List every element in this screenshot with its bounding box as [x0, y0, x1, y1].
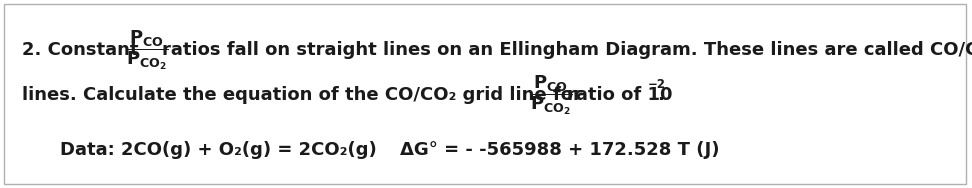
Text: Data: 2CO(g) + O₂(g) = 2CO₂(g): Data: 2CO(g) + O₂(g) = 2CO₂(g)	[60, 141, 377, 159]
Text: $\mathbf{\dfrac{P_{CO}}{P_{CO_2}}}$: $\mathbf{\dfrac{P_{CO}}{P_{CO_2}}}$	[530, 73, 573, 117]
Text: 2. Constant: 2. Constant	[22, 41, 138, 59]
Text: −2: −2	[648, 79, 666, 92]
Text: ratio of 10: ratio of 10	[567, 86, 673, 104]
Text: ratios fall on straight lines on an Ellingham Diagram. These lines are called CO: ratios fall on straight lines on an Elli…	[162, 41, 972, 59]
Text: ΔG° = - -565988 + 172.528 T (J): ΔG° = - -565988 + 172.528 T (J)	[400, 141, 719, 159]
Text: lines. Calculate the equation of the CO/CO₂ grid line for: lines. Calculate the equation of the CO/…	[22, 86, 582, 104]
Text: $\mathbf{\dfrac{P_{CO}}{P_{CO_2}}}$: $\mathbf{\dfrac{P_{CO}}{P_{CO_2}}}$	[126, 28, 168, 72]
Text: .: .	[657, 86, 664, 104]
